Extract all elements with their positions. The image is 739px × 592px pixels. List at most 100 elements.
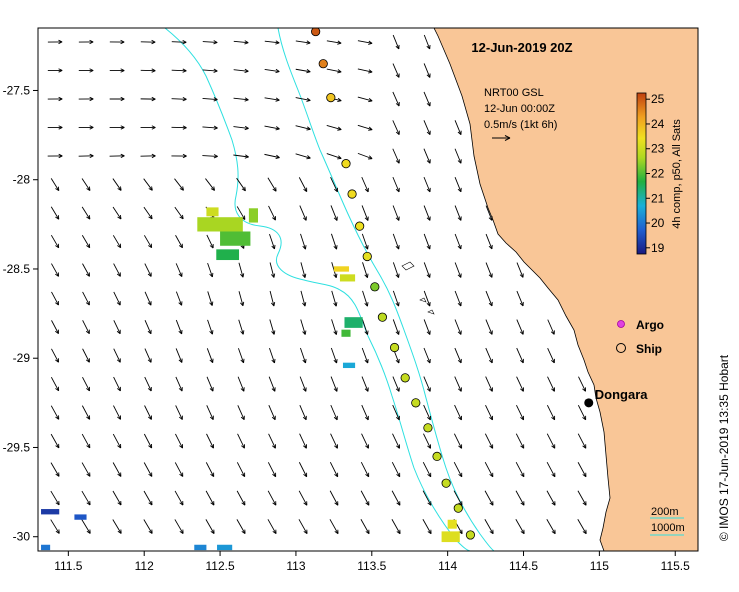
- current-vector-head: [271, 415, 276, 421]
- current-vector-head: [120, 39, 125, 45]
- current-vector-head: [364, 415, 369, 421]
- colorbar-tick-label: 20: [651, 216, 665, 230]
- current-vector-head: [582, 415, 587, 421]
- colorbar-tick-label: 24: [651, 117, 665, 131]
- current-vector-head: [395, 187, 400, 193]
- current-vector-head: [179, 501, 184, 506]
- x-axis: 111.5 112 112.5 113 113.5 114 114.5 115 115.5: [54, 551, 690, 573]
- current-vector-head: [395, 273, 400, 278]
- current-vector-head: [303, 501, 308, 506]
- current-vector: [202, 155, 218, 157]
- current-vector: [51, 291, 59, 306]
- current-vector-head: [302, 302, 307, 307]
- current-vector-head: [244, 154, 249, 159]
- depth-1000m-label: 1000m: [651, 522, 685, 534]
- current-vector-head: [151, 39, 156, 45]
- current-vector-head: [148, 243, 153, 249]
- current-vector: [264, 97, 280, 101]
- ship-observation-point: [341, 159, 351, 169]
- current-vector-head: [426, 130, 431, 136]
- current-vector-head: [395, 102, 400, 107]
- current-vector-head: [209, 330, 214, 335]
- current-vector-head: [426, 273, 431, 278]
- current-vector-head: [334, 187, 338, 193]
- current-vector-head: [426, 73, 431, 78]
- current-vector-head: [148, 415, 152, 420]
- current-vector: [113, 376, 121, 392]
- colorbar-tick-label: 25: [651, 92, 665, 106]
- current-vector-head: [306, 155, 311, 160]
- current-vector-head: [551, 387, 555, 392]
- current-vector: [391, 490, 401, 506]
- current-vector-head: [458, 415, 462, 421]
- current-vector: [300, 319, 306, 335]
- current-vector: [361, 404, 369, 421]
- current-vector: [207, 319, 213, 335]
- current-vector-head: [302, 415, 307, 421]
- current-vector: [236, 490, 246, 506]
- current-vector: [422, 519, 432, 534]
- current-vector: [171, 41, 187, 43]
- current-vector-head: [240, 273, 245, 278]
- current-vector-head: [488, 358, 493, 364]
- current-vector: [205, 490, 215, 506]
- current-vector-head: [179, 472, 184, 477]
- current-vector-head: [116, 358, 121, 363]
- current-vector: [268, 205, 276, 221]
- sst-patch: [341, 329, 351, 337]
- current-vector-head: [275, 68, 280, 74]
- current-vector: [361, 376, 369, 392]
- current-vector-head: [148, 444, 153, 449]
- ship-observation-point: [411, 398, 421, 408]
- current-vector: [269, 347, 275, 364]
- current-vector: [143, 433, 153, 449]
- current-vector: [175, 263, 183, 277]
- current-vector: [174, 490, 184, 506]
- current-vector-head: [151, 153, 156, 159]
- current-vector-head: [209, 387, 214, 392]
- current-vector: [326, 40, 342, 44]
- current-vector-head: [213, 125, 218, 130]
- current-vector-head: [120, 96, 125, 102]
- map-title: 12-Jun-2019 20Z: [471, 40, 572, 55]
- current-vector-head: [364, 387, 369, 392]
- current-vector-head: [86, 215, 91, 220]
- x-tick-label: 113: [286, 559, 305, 573]
- current-vector-head: [209, 415, 214, 420]
- current-vector: [295, 40, 311, 44]
- current-vector: [51, 348, 59, 363]
- current-vector-head: [89, 153, 94, 159]
- credit-text: © IMOS 17-Jun-2019 13:35 Hobart: [717, 354, 731, 541]
- current-vector-head: [333, 302, 338, 307]
- current-vector-head: [86, 186, 91, 191]
- current-vector-head: [427, 444, 432, 449]
- argo-legend-label: Argo: [636, 318, 664, 332]
- current-vector-head: [488, 273, 493, 278]
- current-vector: [454, 233, 462, 250]
- current-vector: [81, 462, 91, 477]
- current-vector-head: [147, 272, 152, 277]
- current-vector-head: [275, 40, 280, 45]
- current-vector-head: [86, 443, 91, 449]
- ship-observation-point: [326, 93, 336, 103]
- ship-observation-point: [441, 478, 451, 488]
- current-vector-head: [209, 358, 214, 363]
- current-vector: [112, 490, 122, 506]
- current-vector-head: [271, 387, 276, 392]
- current-vector-head: [395, 387, 400, 392]
- current-vector: [112, 206, 122, 220]
- current-vector-head: [426, 159, 431, 164]
- current-vector: [236, 462, 246, 477]
- current-vector-head: [582, 529, 587, 535]
- ship-legend-label: Ship: [636, 342, 662, 356]
- ship-observation-point: [423, 423, 433, 433]
- current-vector: [547, 319, 555, 335]
- current-vector: [264, 153, 280, 159]
- current-vector: [269, 290, 275, 307]
- current-vector: [331, 319, 337, 335]
- sst-patch: [220, 231, 251, 246]
- plot-frame: [37, 27, 699, 552]
- current-vector-head: [551, 501, 556, 506]
- current-vector-head: [178, 387, 183, 392]
- current-vector-head: [213, 154, 218, 159]
